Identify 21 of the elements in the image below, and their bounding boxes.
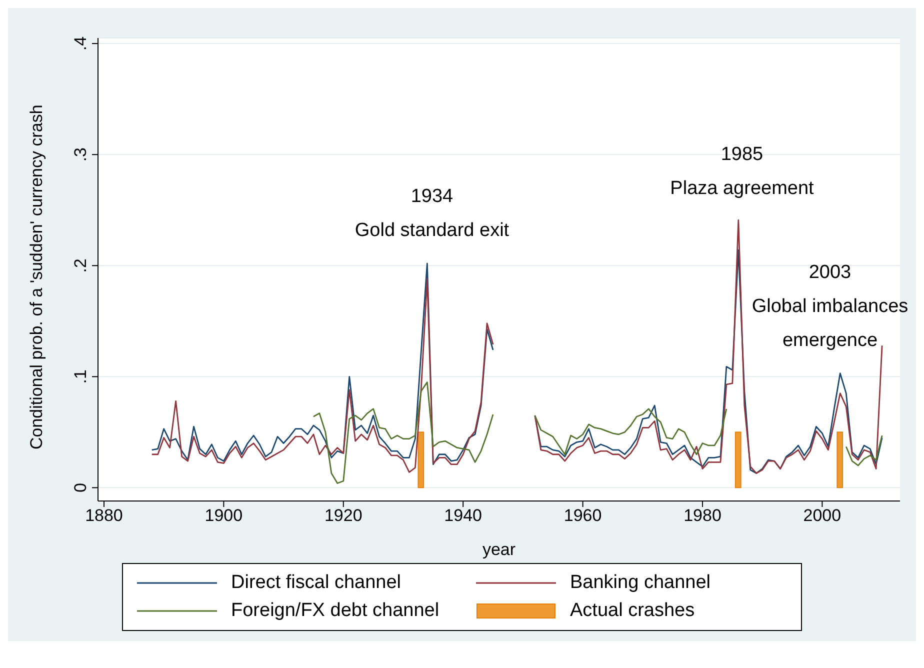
y-tick-label: .4 [71, 36, 90, 51]
legend-label: Direct fiscal channel [231, 572, 402, 594]
x-tick-label: 1880 [85, 506, 123, 526]
x-tick-label: 1960 [564, 506, 602, 526]
y-tick-label: .3 [71, 147, 90, 162]
x-axis-title: year [482, 540, 516, 559]
legend-label: Actual crashes [570, 600, 695, 622]
x-tick-label: 1920 [324, 506, 362, 526]
x-tick-label: 1980 [684, 506, 722, 526]
y-axis-title: Conditional prob. of a 'sudden' currency crash [27, 104, 46, 450]
x-tick-label: 1900 [204, 506, 243, 526]
annotation: 1985 Plaza agreement [670, 143, 814, 201]
x-tick-label: 2000 [803, 506, 842, 526]
legend-label: Banking channel [570, 572, 710, 594]
y-tick-label: 0 [71, 482, 90, 492]
y-tick-label: .1 [71, 370, 90, 384]
y-tick-label: .2 [71, 258, 90, 273]
x-tick-label: 1940 [444, 506, 482, 526]
annotation: 1934 Gold standard exit [354, 185, 510, 243]
legend-label: Foreign/FX debt channel [231, 600, 440, 622]
annotation: 2003 Global imbalances emergence [752, 261, 908, 353]
